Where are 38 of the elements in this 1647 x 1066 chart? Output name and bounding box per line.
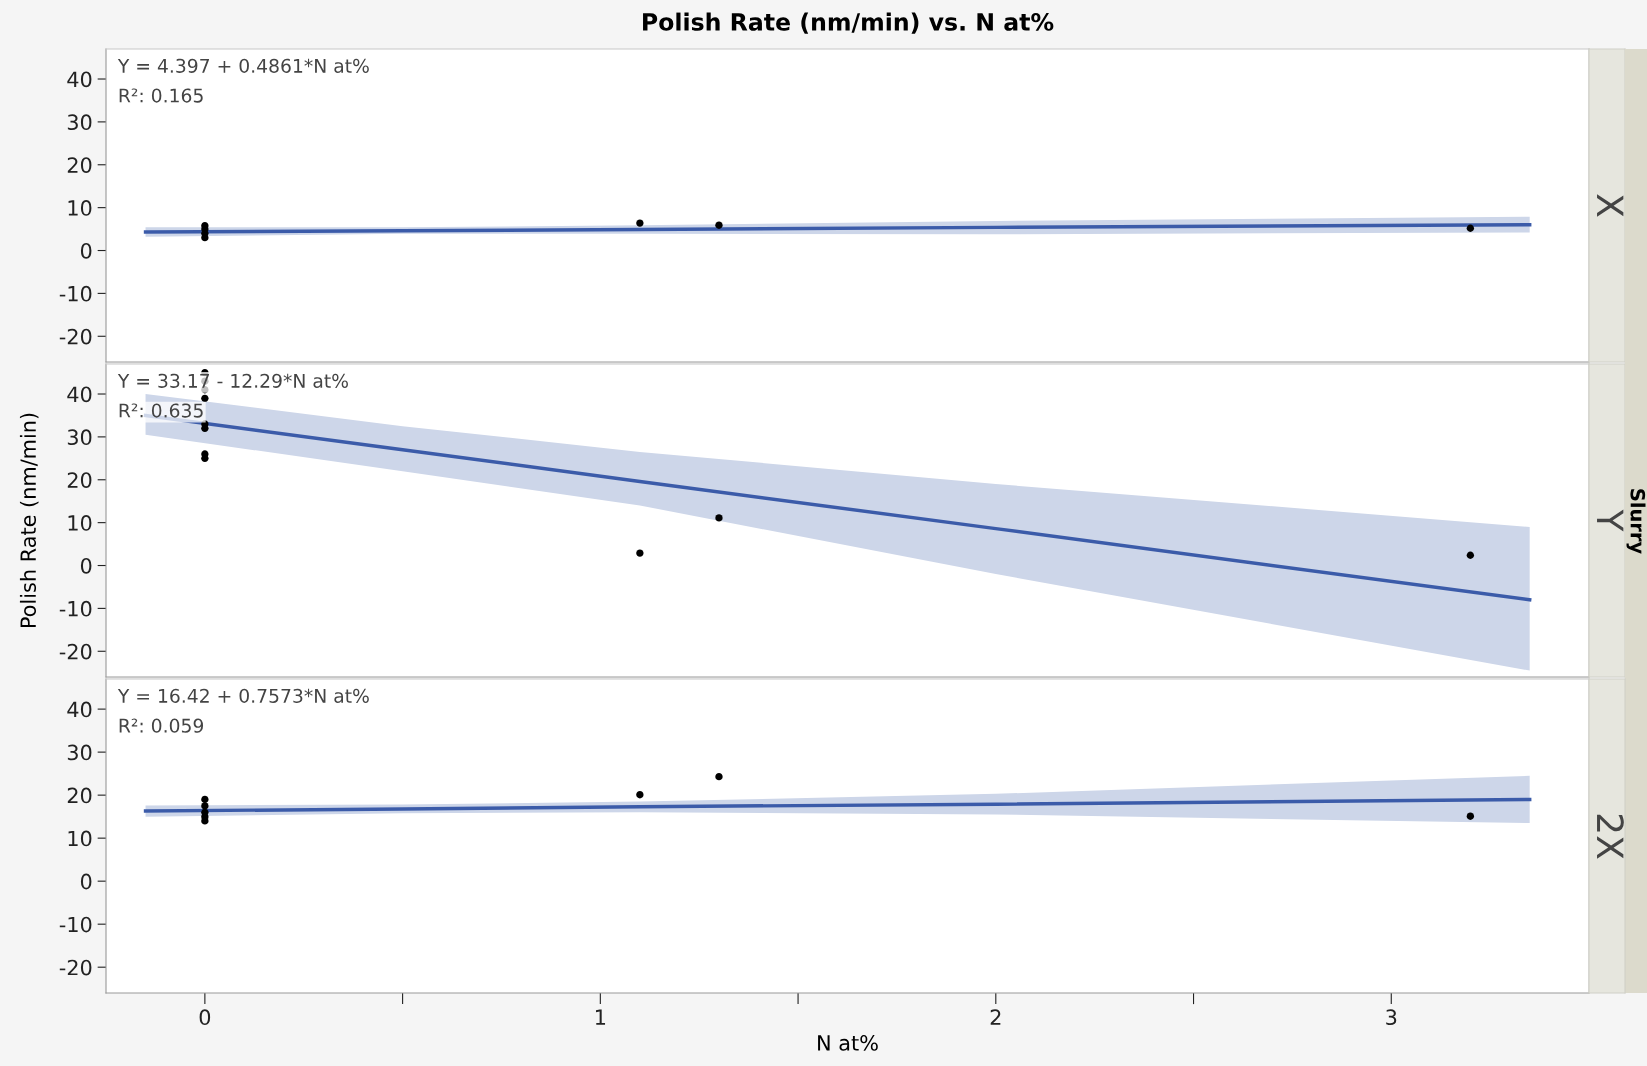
y-tick-label: 30 [67,114,92,131]
y-tick-label: 20 [67,157,92,173]
y-tick-label: -20 [59,643,92,660]
y-tick-label: 0 [80,873,92,890]
y-tick-label: 10 [68,830,92,847]
y-tick-label: 20 [67,472,92,488]
text: Slurry [1626,489,1646,554]
annotation: Y = 4.397 + 0.4861*N at% [117,58,369,73]
text: X [1597,194,1624,217]
y-tick-label: 40 [67,71,92,88]
y-tick-label: -20 [59,959,92,976]
annotation: R²: 0.165 [119,88,203,103]
x-tick-label: 0 [199,1009,211,1026]
y-tick-label: 30 [67,429,92,446]
chart-title: Polish Rate (nm/min) vs. N at% [643,12,1054,34]
y-tick-label: 30 [67,744,92,761]
annotation: Y = 16.42 + 0.7573*N at% [117,688,369,703]
text: Y [1597,509,1624,532]
y-tick-label: 10 [68,515,92,531]
annotation: Y = 33.17 - 12.29*N at% [117,373,348,388]
x-tick-label: 2 [990,1009,1001,1025]
y-tick-label: -10 [59,285,92,302]
x-tick-label: 3 [1386,1009,1397,1026]
y-tick-label: -10 [59,600,92,617]
y-tick-label: -10 [59,916,92,933]
y-tick-label: 10 [68,200,92,216]
text: 2X [1597,814,1624,859]
y-tick-label: 20 [67,787,92,804]
y-axis-title: Polish Rate (nm/min) [19,413,39,628]
annotation: R²: 0.059 [119,718,204,733]
y-tick-label: -20 [59,328,92,345]
y-tick-label: 0 [80,557,92,574]
x-tick-label: 1 [595,1009,606,1025]
annotation: R²: 0.635 [119,403,203,418]
x-axis-title: N at% [818,1035,878,1051]
y-tick-label: 0 [80,242,92,259]
y-tick-label: 40 [67,701,92,718]
y-tick-label: 40 [67,386,92,403]
